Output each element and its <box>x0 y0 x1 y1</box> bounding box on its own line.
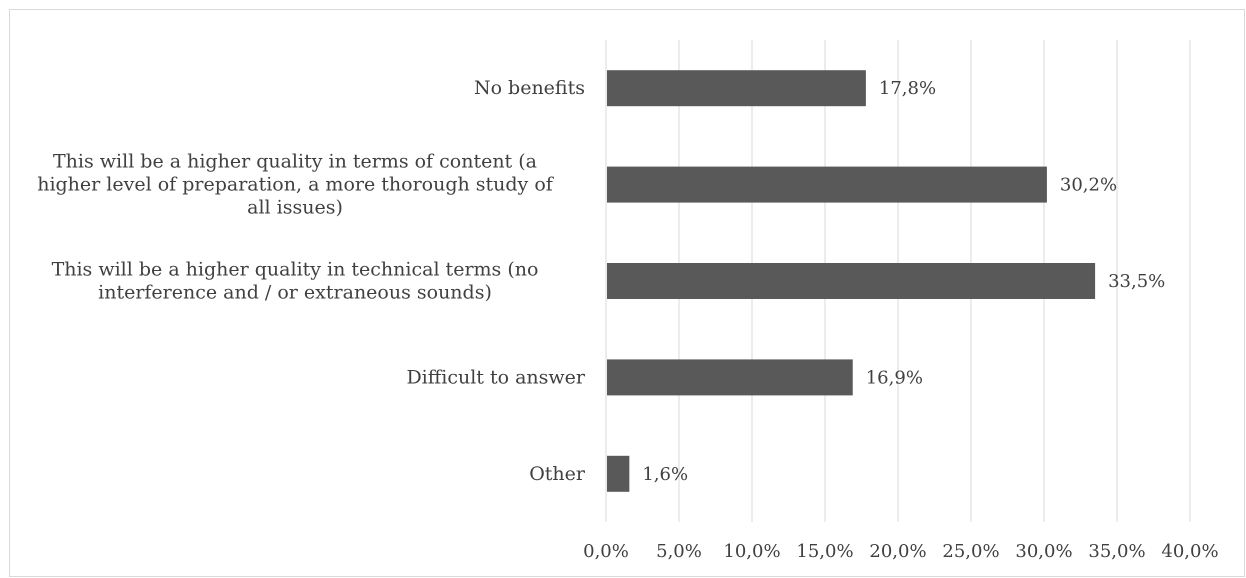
category-label-1-line-2: all issues) <box>247 197 343 219</box>
bar-2 <box>607 263 1096 299</box>
bar-4 <box>607 455 630 492</box>
category-label-4: Other <box>529 463 586 485</box>
data-label-2: 33,5% <box>1108 271 1165 292</box>
data-label-0: 17,8% <box>879 78 936 99</box>
data-label-3: 16,9% <box>866 367 923 388</box>
bar-3 <box>607 359 853 396</box>
category-label-1-line-1: higher level of preparation, a more thor… <box>37 174 555 196</box>
bar-1 <box>607 166 1047 203</box>
category-label-3: Difficult to answer <box>406 366 585 388</box>
data-label-4: 1,6% <box>642 464 688 485</box>
x-tick-label-4: 20,0% <box>869 541 926 562</box>
data-label-1: 30,2% <box>1060 175 1117 196</box>
x-tick-label-3: 15,0% <box>796 541 853 562</box>
category-label-0: No benefits <box>474 77 585 99</box>
x-tick-label-7: 35,0% <box>1088 541 1145 562</box>
category-label-1-line-0: This will be a higher quality in terms o… <box>53 151 537 173</box>
category-label-2: This will be a higher quality in technic… <box>52 259 539 304</box>
category-label-0-line-0: No benefits <box>474 77 585 99</box>
category-label-2-line-0: This will be a higher quality in technic… <box>52 259 539 281</box>
x-tick-label-6: 30,0% <box>1015 541 1072 562</box>
category-label-2-line-1: interference and / or extraneous sounds) <box>98 282 492 304</box>
x-tick-label-8: 40,0% <box>1161 541 1218 562</box>
x-tick-label-2: 10,0% <box>723 541 780 562</box>
x-tick-label-5: 25,0% <box>942 541 999 562</box>
x-tick-label-0: 0,0% <box>583 541 629 562</box>
category-label-1: This will be a higher quality in terms o… <box>37 151 555 219</box>
bar-0 <box>607 70 866 107</box>
category-label-3-line-0: Difficult to answer <box>406 366 585 388</box>
category-label-4-line-0: Other <box>529 463 586 485</box>
x-tick-label-1: 5,0% <box>656 541 702 562</box>
